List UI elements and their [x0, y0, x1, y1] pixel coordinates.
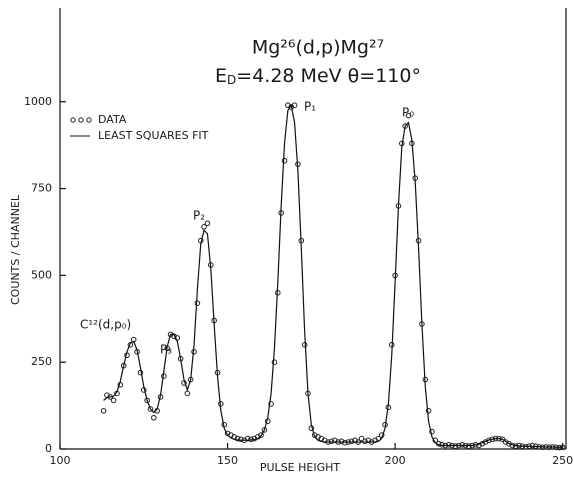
data-point: [238, 436, 244, 443]
data-point: [405, 112, 412, 119]
data-point: [271, 359, 278, 365]
x-tick-label: 100: [50, 454, 71, 467]
y-axis-label: COUNTS / CHANNEL: [9, 194, 22, 305]
axes-frame: [59, 8, 567, 450]
y-tick-label: 0: [45, 442, 52, 455]
y-tick-label: 1000: [24, 95, 52, 108]
fit-line: [103, 103, 563, 448]
data-point: [425, 408, 432, 414]
data-point: [452, 443, 459, 450]
data-point: [445, 442, 452, 448]
data-point: [100, 408, 107, 414]
legend-label: LEAST SQUARES FIT: [98, 129, 209, 142]
annotation: C¹²(d,p₀): [80, 318, 131, 332]
x-axis-label: PULSE HEIGHT: [260, 461, 341, 474]
data-point: [201, 223, 207, 230]
annotation: P₁: [304, 100, 316, 114]
data-point: [110, 397, 117, 404]
subtitle-main: E: [215, 65, 227, 87]
chart-title: Mg²⁶(d,p)Mg²⁷: [252, 37, 384, 59]
data-point: [151, 414, 157, 421]
data-point: [348, 438, 355, 445]
data-point: [281, 157, 288, 164]
x-tick-label: 250: [552, 454, 573, 467]
data-point: [328, 438, 335, 445]
subtitle-sub: D: [227, 73, 236, 87]
data-point: [147, 406, 154, 412]
data-point: [459, 442, 465, 448]
annotation: P₃: [160, 343, 172, 357]
annotation: P₂: [193, 209, 205, 223]
data-point: [268, 401, 274, 407]
x-tick-label: 150: [217, 454, 238, 467]
data-point: [358, 435, 365, 442]
subtitle-rest: =4.28 MeV θ=110°: [236, 65, 421, 87]
data-point: [258, 432, 264, 438]
data-point: [291, 102, 298, 109]
data-point: [261, 427, 268, 433]
legend-label: DATA: [98, 113, 127, 126]
legend-marker: [86, 117, 92, 123]
data-point: [529, 442, 536, 449]
data-point: [301, 342, 308, 348]
y-tick-label: 500: [31, 268, 52, 281]
data-point: [522, 444, 529, 450]
data-point: [466, 443, 472, 450]
data-point: [362, 438, 368, 445]
x-tick-label: 200: [385, 454, 406, 467]
annotation: P₀: [402, 106, 414, 120]
data-point: [194, 300, 201, 306]
data-point: [204, 220, 211, 227]
data-point: [338, 438, 345, 445]
y-tick-label: 250: [31, 355, 52, 368]
data-point: [429, 428, 435, 435]
legend-marker: [70, 117, 76, 123]
chart-subtitle: ED=4.28 MeV θ=110°: [215, 65, 421, 87]
data-point: [234, 435, 241, 442]
data-point: [342, 439, 348, 446]
y-tick-label: 750: [31, 182, 52, 195]
legend-marker: [78, 117, 84, 123]
